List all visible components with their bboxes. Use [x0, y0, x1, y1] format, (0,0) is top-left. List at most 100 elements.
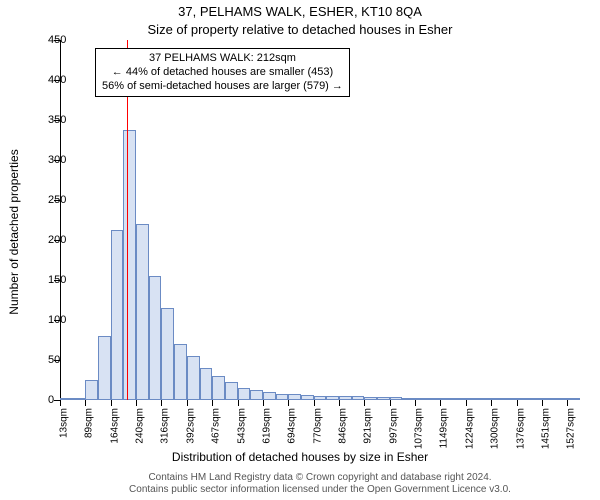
- x-tick: [517, 400, 518, 406]
- x-tick-label: 1149sqm: [439, 408, 450, 448]
- histogram-bar: [276, 394, 289, 400]
- histogram-bar: [225, 382, 238, 400]
- histogram-bar: [479, 398, 492, 400]
- x-tick-label: 543sqm: [236, 408, 247, 444]
- histogram-bar: [301, 395, 314, 400]
- x-tick: [238, 400, 239, 406]
- footer-line1: Contains HM Land Registry data © Crown c…: [60, 472, 580, 484]
- x-tick: [466, 400, 467, 406]
- x-tick-label: 921sqm: [363, 408, 374, 444]
- histogram-bar: [60, 398, 73, 400]
- chart-footer: Contains HM Land Registry data © Crown c…: [60, 472, 580, 496]
- x-tick-label: 694sqm: [287, 408, 298, 444]
- y-tick-label: 350: [48, 114, 50, 126]
- x-tick: [440, 400, 441, 406]
- x-tick: [339, 400, 340, 406]
- histogram-bar: [326, 396, 339, 400]
- y-axis-line: [60, 40, 61, 400]
- y-tick-label: 400: [48, 74, 50, 86]
- histogram-bar: [288, 394, 301, 400]
- y-tick-label: 150: [48, 274, 50, 286]
- x-tick-label: 89sqm: [84, 408, 95, 438]
- histogram-bar: [136, 224, 149, 400]
- chart-plot-area: 05010015020025030035040045013sqm89sqm164…: [60, 40, 580, 400]
- histogram-bar: [263, 392, 276, 400]
- x-tick-label: 1451sqm: [540, 408, 551, 449]
- x-tick: [288, 400, 289, 406]
- x-tick: [161, 400, 162, 406]
- histogram-bar: [428, 398, 441, 400]
- x-tick: [212, 400, 213, 406]
- histogram-bar: [212, 376, 225, 400]
- x-tick-label: 316sqm: [160, 408, 171, 444]
- x-tick: [491, 400, 492, 406]
- x-tick: [567, 400, 568, 406]
- x-tick: [542, 400, 543, 406]
- histogram-bar: [111, 230, 124, 400]
- x-tick: [364, 400, 365, 406]
- x-tick: [314, 400, 315, 406]
- chart-title-line2: Size of property relative to detached ho…: [0, 22, 600, 37]
- x-tick: [390, 400, 391, 406]
- x-tick: [85, 400, 86, 406]
- x-tick: [187, 400, 188, 406]
- histogram-bar: [390, 397, 403, 400]
- histogram-bar: [238, 388, 251, 400]
- histogram-bar: [149, 276, 162, 400]
- histogram-bar: [466, 398, 479, 400]
- annotation-box: 37 PELHAMS WALK: 212sqm← 44% of detached…: [95, 48, 350, 97]
- x-tick-label: 240sqm: [135, 408, 146, 444]
- x-tick: [111, 400, 112, 406]
- histogram-bar: [529, 398, 542, 400]
- histogram-bar: [377, 397, 390, 400]
- x-tick-label: 619sqm: [261, 408, 272, 444]
- x-tick-label: 1224sqm: [464, 408, 475, 449]
- chart-title-line1: 37, PELHAMS WALK, ESHER, KT10 8QA: [0, 4, 600, 19]
- histogram-bar: [517, 398, 530, 400]
- histogram-bar: [161, 308, 174, 400]
- x-tick-label: 770sqm: [312, 408, 323, 444]
- x-tick-label: 467sqm: [211, 408, 222, 444]
- x-tick: [415, 400, 416, 406]
- x-tick: [136, 400, 137, 406]
- histogram-bar: [123, 130, 136, 400]
- x-tick: [60, 400, 61, 406]
- histogram-bar: [567, 398, 580, 400]
- y-tick-label: 100: [48, 314, 50, 326]
- histogram-bar: [200, 368, 213, 400]
- histogram-bar: [85, 380, 98, 400]
- y-tick-label: 450: [48, 34, 50, 46]
- x-tick-label: 846sqm: [338, 408, 349, 444]
- x-tick-label: 1527sqm: [566, 408, 577, 449]
- histogram-bar: [174, 344, 187, 400]
- histogram-bar: [415, 398, 428, 400]
- histogram-bar: [555, 398, 568, 400]
- footer-line2: Contains public sector information licen…: [60, 484, 580, 496]
- y-tick-label: 300: [48, 154, 50, 166]
- histogram-bar: [339, 396, 352, 400]
- histogram-bar: [453, 398, 466, 400]
- x-axis-label: Distribution of detached houses by size …: [0, 450, 600, 464]
- histogram-bar: [187, 356, 200, 400]
- histogram-bar: [314, 396, 327, 400]
- histogram-bar: [491, 398, 504, 400]
- x-tick-label: 164sqm: [109, 408, 120, 444]
- histogram-bar: [504, 398, 517, 400]
- x-tick-label: 997sqm: [388, 408, 399, 444]
- y-tick-label: 200: [48, 234, 50, 246]
- histogram-bar: [73, 398, 86, 400]
- x-tick: [263, 400, 264, 406]
- x-tick-label: 13sqm: [59, 408, 70, 438]
- y-axis-label: Number of detached properties: [7, 149, 21, 330]
- x-tick-label: 392sqm: [185, 408, 196, 444]
- histogram-bar: [98, 336, 111, 400]
- histogram-bar: [440, 398, 453, 400]
- x-tick-label: 1300sqm: [490, 408, 501, 449]
- x-tick-label: 1073sqm: [414, 408, 425, 449]
- x-tick-label: 1376sqm: [515, 408, 526, 449]
- annotation-line2: ← 44% of detached houses are smaller (45…: [102, 66, 343, 80]
- histogram-bar: [250, 390, 263, 400]
- y-tick-label: 250: [48, 194, 50, 206]
- annotation-line3: 56% of semi-detached houses are larger (…: [102, 80, 343, 94]
- histogram-bar: [352, 396, 365, 400]
